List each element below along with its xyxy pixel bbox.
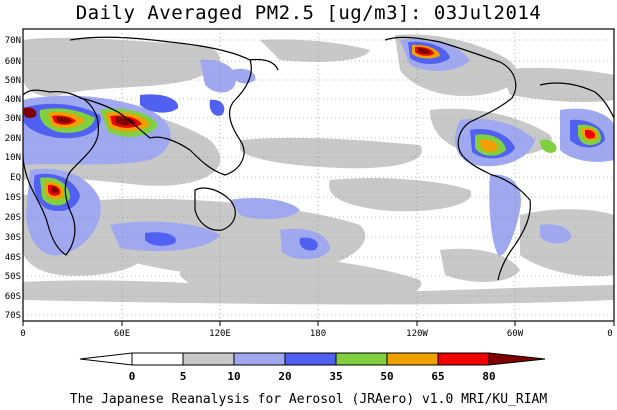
- lon-label: 180: [310, 329, 326, 339]
- lon-label: 0: [20, 329, 25, 339]
- colorbar: 0 5 10 20 35 50 65 80: [79, 352, 546, 383]
- lat-label: 10N: [5, 153, 21, 163]
- credit-line: The Japanese Reanalysis for Aerosol (JRA…: [69, 392, 548, 407]
- lon-label: 120W: [406, 329, 428, 339]
- lat-label: 60N: [5, 57, 21, 67]
- coastlines: [22, 36, 615, 281]
- lat-label: 20N: [5, 134, 21, 144]
- lat-label: 60S: [5, 292, 21, 302]
- lat-label: 50S: [5, 272, 21, 282]
- colorbar-tick: 80: [482, 370, 495, 383]
- lon-label: 60E: [114, 329, 130, 339]
- colorbar-segment: [131, 352, 184, 366]
- colorbar-tick: 10: [227, 370, 240, 383]
- map-title: Daily Averaged PM2.5 [ug/m3]: 03Jul2014: [75, 2, 542, 24]
- colorbar-segment: [284, 352, 337, 366]
- colorbar-tick: 5: [180, 370, 187, 383]
- colorbar-segment: [182, 352, 235, 366]
- axis-ticks: [22, 321, 615, 326]
- colorbar-tick: 20: [278, 370, 291, 383]
- lat-label: 70S: [5, 311, 21, 321]
- colorbar-segment: [437, 352, 490, 366]
- colorbar-tick: 65: [431, 370, 444, 383]
- colorbar-segment: [233, 352, 286, 366]
- colorbar-tick: 0: [129, 370, 136, 383]
- lon-label: 0: [607, 329, 612, 339]
- longitude-labels: 0 60E 120E 180 120W 60W 0: [20, 329, 612, 339]
- colorbar-segment: [335, 352, 388, 366]
- lat-label: 40N: [5, 95, 21, 105]
- lon-label: 120E: [209, 329, 231, 339]
- lon-label: 60W: [507, 329, 524, 339]
- colorbar-right-arrow: [488, 352, 546, 366]
- latitude-labels: 70N 60N 50N 40N 30N 20N 10N EQ 10S 20S 3…: [5, 36, 21, 321]
- graticule: [23, 29, 614, 321]
- lat-label: EQ: [10, 173, 21, 183]
- lat-label: 10S: [5, 193, 21, 203]
- lat-label: 30S: [5, 233, 21, 243]
- colorbar-tick: 35: [329, 370, 342, 383]
- lat-label: 30N: [5, 114, 21, 124]
- lat-label: 20S: [5, 213, 21, 223]
- lat-label: 70N: [5, 36, 21, 46]
- colorbar-left-arrow: [79, 352, 133, 366]
- lat-label: 50N: [5, 76, 21, 86]
- colorbar-segment: [386, 352, 439, 366]
- lat-label: 40S: [5, 253, 21, 263]
- colorbar-tick: 50: [380, 370, 393, 383]
